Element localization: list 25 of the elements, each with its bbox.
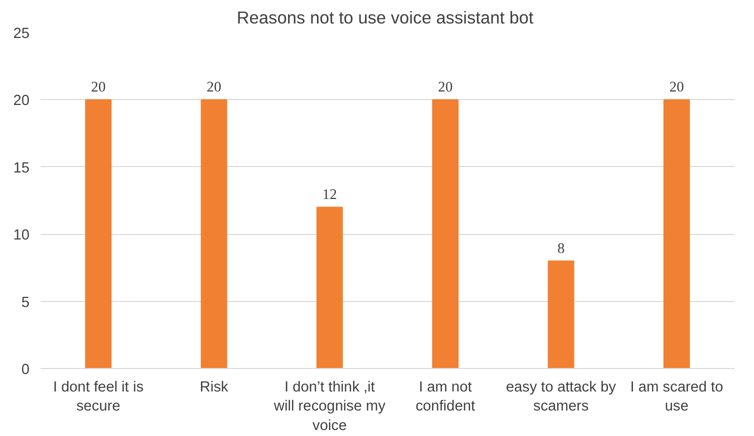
data-label: 20 xyxy=(91,80,106,96)
bar xyxy=(548,260,574,368)
y-tick-label: 10 xyxy=(13,228,30,244)
data-label: 8 xyxy=(557,240,565,257)
chart-title: Reasons not to use voice assistant bot xyxy=(236,8,534,28)
bar xyxy=(85,99,112,368)
y-tick-label: 15 xyxy=(13,160,30,176)
y-tick-label: 5 xyxy=(21,294,30,311)
y-tick-label: 25 xyxy=(13,26,30,42)
data-label: 20 xyxy=(438,80,453,96)
x-tick-label: I don’t think ,it will recognise my voice xyxy=(272,380,386,434)
data-label: 20 xyxy=(669,80,684,96)
bar xyxy=(316,206,343,368)
y-tick-label: 20 xyxy=(13,93,30,110)
bar xyxy=(200,99,228,368)
x-tick-label: I dont feel it is secure xyxy=(53,380,144,415)
data-label: 20 xyxy=(206,80,222,96)
x-tick-label: Risk xyxy=(200,380,229,396)
y-tick-label: 0 xyxy=(21,362,30,378)
x-tick-label: I am scared to use xyxy=(630,380,724,415)
bar xyxy=(432,99,459,368)
x-tick-label: I am not confident xyxy=(416,380,476,415)
x-tick-label: easy to attack by scamers xyxy=(506,380,617,415)
data-label: 12 xyxy=(322,187,337,204)
bar xyxy=(663,99,690,368)
